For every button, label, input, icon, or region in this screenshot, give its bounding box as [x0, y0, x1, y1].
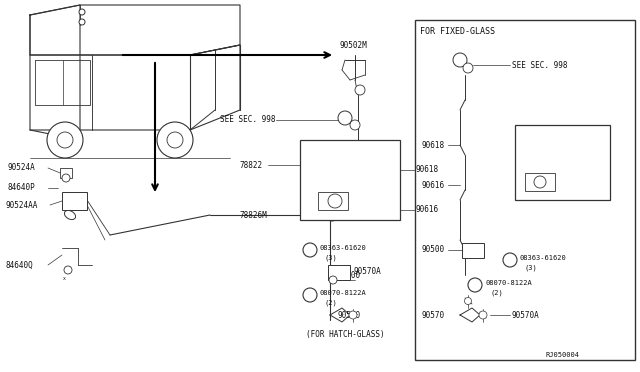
Text: 90616: 90616: [422, 180, 445, 189]
Text: 90570A: 90570A: [512, 311, 540, 320]
Text: RJ050004: RJ050004: [546, 352, 580, 358]
Text: DOOR: DOOR: [554, 144, 570, 150]
Text: 90570: 90570: [338, 311, 361, 320]
Text: 08070-8122A: 08070-8122A: [320, 290, 367, 296]
Text: 84640P: 84640P: [8, 183, 36, 192]
Circle shape: [303, 288, 317, 302]
Text: SEE SEC. 998: SEE SEC. 998: [220, 115, 275, 125]
Bar: [62, 192, 87, 210]
Text: 90524AA: 90524AA: [5, 201, 37, 209]
Text: 90550: 90550: [552, 167, 573, 173]
Text: 90618: 90618: [422, 141, 445, 150]
Text: B: B: [508, 257, 512, 263]
Bar: [515, 125, 610, 200]
Text: SEE SEC. 998: SEE SEC. 998: [512, 61, 568, 70]
Circle shape: [157, 122, 193, 158]
Circle shape: [64, 266, 72, 274]
Text: 90500: 90500: [338, 270, 361, 279]
Text: x: x: [63, 276, 65, 280]
Circle shape: [350, 120, 360, 130]
Text: LOCK: LOCK: [340, 170, 359, 180]
Text: 08363-61620: 08363-61620: [520, 255, 567, 261]
Text: 90550: 90550: [339, 183, 362, 192]
Bar: [462, 243, 484, 258]
Text: B: B: [308, 292, 312, 298]
Text: (2): (2): [490, 290, 503, 296]
Circle shape: [463, 63, 473, 73]
Bar: [415, 20, 635, 360]
Circle shape: [503, 253, 517, 267]
Bar: [300, 140, 400, 220]
Text: (FOR HATCH-GLASS): (FOR HATCH-GLASS): [306, 330, 384, 340]
Circle shape: [79, 19, 85, 25]
Circle shape: [453, 53, 467, 67]
Text: 78822: 78822: [240, 160, 263, 170]
Text: 90502M: 90502M: [340, 41, 368, 49]
Text: 08363-61620: 08363-61620: [320, 245, 367, 251]
Text: 90524A: 90524A: [8, 164, 36, 173]
Circle shape: [303, 243, 317, 257]
Text: FOR FIXED-GLASS: FOR FIXED-GLASS: [420, 28, 495, 36]
Circle shape: [326, 209, 338, 221]
Text: F/POWER: F/POWER: [334, 145, 366, 154]
Circle shape: [349, 311, 357, 319]
Text: (2): (2): [325, 300, 338, 306]
Text: 90570: 90570: [422, 311, 445, 320]
Text: 78826M: 78826M: [240, 211, 268, 219]
Text: 84640Q: 84640Q: [5, 260, 33, 269]
Circle shape: [167, 132, 183, 148]
Bar: [35, 60, 63, 105]
Text: 90616: 90616: [416, 205, 439, 215]
Bar: [525, 173, 555, 191]
Circle shape: [465, 298, 472, 305]
Circle shape: [79, 9, 85, 15]
Text: LOCK: LOCK: [554, 155, 570, 161]
Text: (3): (3): [325, 255, 338, 261]
Text: F/POWER: F/POWER: [547, 132, 577, 138]
Text: 08070-8122A: 08070-8122A: [485, 280, 532, 286]
Text: 90618: 90618: [416, 166, 439, 174]
Circle shape: [534, 176, 546, 188]
Circle shape: [47, 122, 83, 158]
Text: B: B: [308, 247, 312, 253]
Circle shape: [479, 311, 487, 319]
Circle shape: [328, 194, 342, 208]
Bar: [318, 192, 348, 210]
Text: B: B: [473, 282, 477, 288]
Circle shape: [338, 111, 352, 125]
Text: 90570A: 90570A: [354, 267, 381, 276]
Text: DOOR: DOOR: [340, 158, 359, 167]
Bar: [328, 265, 350, 280]
Circle shape: [62, 174, 70, 182]
Circle shape: [329, 276, 337, 284]
Circle shape: [468, 278, 482, 292]
Bar: [60, 168, 72, 178]
Text: (3): (3): [525, 265, 538, 271]
Circle shape: [355, 85, 365, 95]
Bar: [35, 60, 90, 105]
Text: 90500: 90500: [422, 246, 445, 254]
Circle shape: [57, 132, 73, 148]
